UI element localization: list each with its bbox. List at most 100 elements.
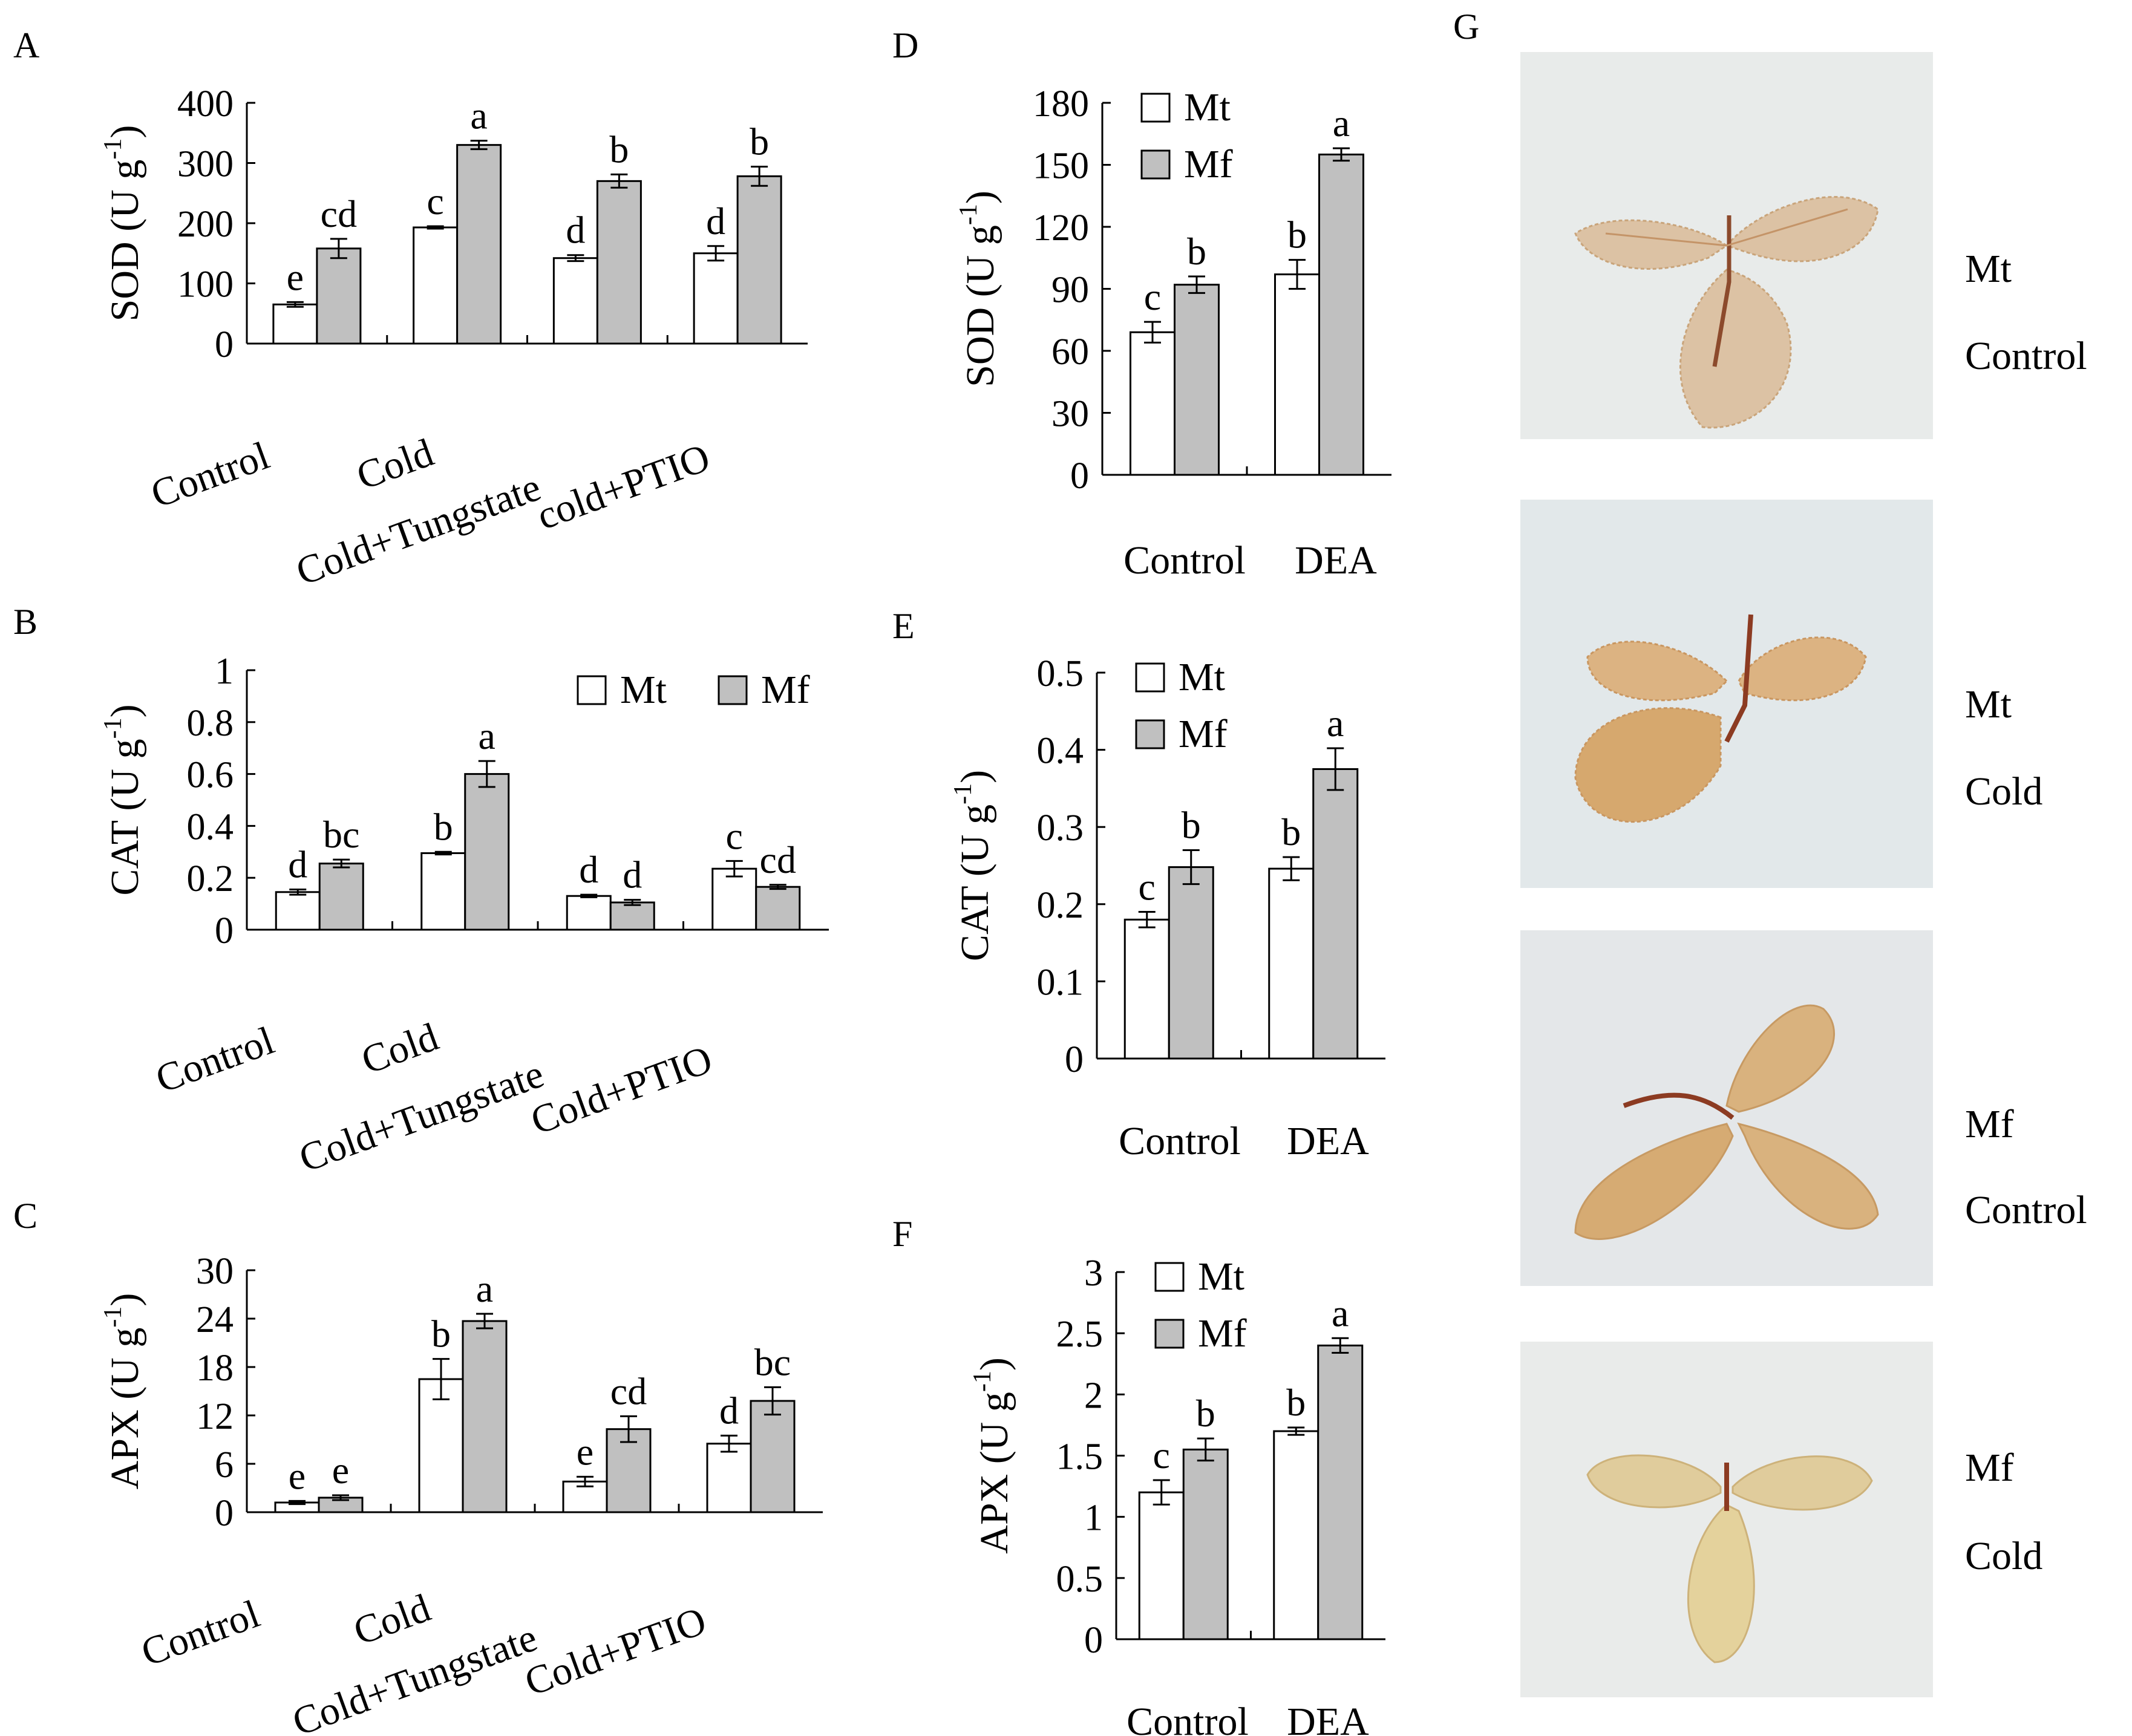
category-label: Control [145, 434, 275, 517]
error-bar [330, 238, 347, 259]
significance-letter: a [1327, 702, 1344, 745]
error-bar [433, 1358, 450, 1400]
bar-mf [464, 773, 510, 931]
bar-mf [456, 144, 502, 345]
y-tick-label: 0 [1084, 1620, 1103, 1661]
category-label: Control [1119, 1119, 1241, 1163]
y-tick-label: 2.5 [1056, 1314, 1104, 1355]
significance-letter: bc [754, 1340, 791, 1383]
error-bar [1153, 1479, 1170, 1506]
error-bar [1287, 1426, 1305, 1436]
legend-label-mt: Mt [620, 668, 667, 712]
significance-letter: a [470, 94, 487, 137]
y-tick-label: 150 [1033, 146, 1089, 187]
bar-mt [1268, 867, 1315, 1060]
error-bar [333, 858, 350, 869]
significance-letter: e [287, 255, 304, 298]
legend-swatch-mt [1154, 1262, 1185, 1292]
bar-mf [736, 175, 782, 345]
y-tick-label: 30 [1051, 394, 1089, 435]
legend-label-mf: Mf [1179, 712, 1228, 756]
bar-mt [566, 895, 612, 931]
y-tick-label: 0.4 [1037, 731, 1084, 772]
trifoliate-leaf-serrated [1574, 614, 1867, 823]
category-label: Cold+PTIO [519, 1599, 711, 1705]
significance-letter: b [1286, 1381, 1306, 1424]
significance-letter: a [1333, 102, 1350, 145]
error-bar [1144, 321, 1161, 344]
significance-letter: c [1153, 1434, 1170, 1477]
error-bar [1283, 856, 1300, 881]
leaf-photo-image [1520, 930, 1933, 1286]
error-bar [610, 173, 628, 189]
bar-mf [1168, 866, 1214, 1060]
y-tick-label: 2 [1084, 1375, 1103, 1416]
significance-letter: d [579, 848, 598, 891]
significance-letter: e [577, 1430, 593, 1473]
error-bar [478, 760, 495, 788]
panel-label-f: F [892, 1214, 912, 1254]
y-tick-label: 0.8 [187, 703, 234, 744]
panel-label-d: D [892, 25, 918, 65]
y-tick-label: 0 [215, 324, 234, 365]
y-tick-label: 0.3 [1037, 808, 1084, 849]
error-bar [567, 254, 584, 263]
significance-letter: b [434, 805, 453, 848]
error-bar [332, 1494, 349, 1501]
bar-mf [1317, 1344, 1364, 1640]
y-tick-label: 0.2 [1037, 885, 1084, 926]
legend-swatch-mt [1135, 662, 1165, 693]
y-tick-label: 1 [1084, 1498, 1103, 1539]
error-bar [1333, 147, 1350, 162]
y-tick-label: 400 [177, 83, 234, 125]
significance-letter: b [750, 120, 769, 163]
panel-label-b: B [13, 602, 38, 642]
error-bar [289, 1499, 306, 1506]
legend-swatch-mf [1135, 719, 1165, 749]
bar-mf [609, 901, 655, 931]
y-tick-label: 18 [196, 1348, 234, 1389]
y-tick-label: 180 [1033, 83, 1089, 125]
error-bar [286, 301, 304, 308]
bar-mt [711, 867, 757, 931]
category-label: Cold+Tungstate [290, 465, 546, 594]
legend-label-mt: Mt [1198, 1255, 1244, 1299]
bar-mf [1318, 153, 1364, 476]
photo-label-mf: Mf [1965, 1102, 2014, 1146]
error-bar [725, 860, 743, 878]
legend: Mt Mf [1140, 85, 1233, 186]
bar-mt [420, 852, 466, 931]
significance-letter: d [719, 1389, 739, 1432]
significance-letter: c [427, 180, 443, 223]
legend-label-mt: Mt [1179, 655, 1225, 699]
error-bar [580, 893, 598, 898]
significance-letter: d [706, 200, 725, 243]
significance-letter: b [1196, 1392, 1215, 1435]
y-tick-label: 6 [215, 1444, 234, 1486]
significance-letter: cd [760, 838, 796, 881]
photo-label-mf: Mf [1965, 1446, 2014, 1490]
significance-letter: cd [321, 192, 357, 235]
y-tick-label: 24 [196, 1299, 234, 1340]
category-label: Cold [348, 1586, 436, 1654]
category-label: Cold+Tungstate [293, 1052, 549, 1181]
legend: Mt Mf [577, 668, 810, 712]
error-bar [1182, 849, 1200, 886]
significance-letter: b [609, 128, 629, 171]
significance-letter: a [476, 1267, 493, 1310]
legend-swatch-mt [577, 675, 607, 705]
bar-mf [750, 1400, 796, 1513]
y-tick-label: 60 [1051, 331, 1089, 373]
significance-letter: d [623, 853, 642, 896]
leaf-photo-image [1520, 52, 1933, 439]
error-bar [476, 1313, 493, 1330]
error-bar [751, 165, 768, 187]
y-tick-label: 0.2 [187, 858, 234, 899]
category-label: cold+PTIO [531, 436, 716, 538]
bar-mf [1182, 1448, 1229, 1640]
y-axis-label: SOD (U g-1) [99, 125, 147, 322]
photo-label-mt: Mt [1965, 682, 2012, 726]
category-label: DEA [1295, 538, 1377, 582]
